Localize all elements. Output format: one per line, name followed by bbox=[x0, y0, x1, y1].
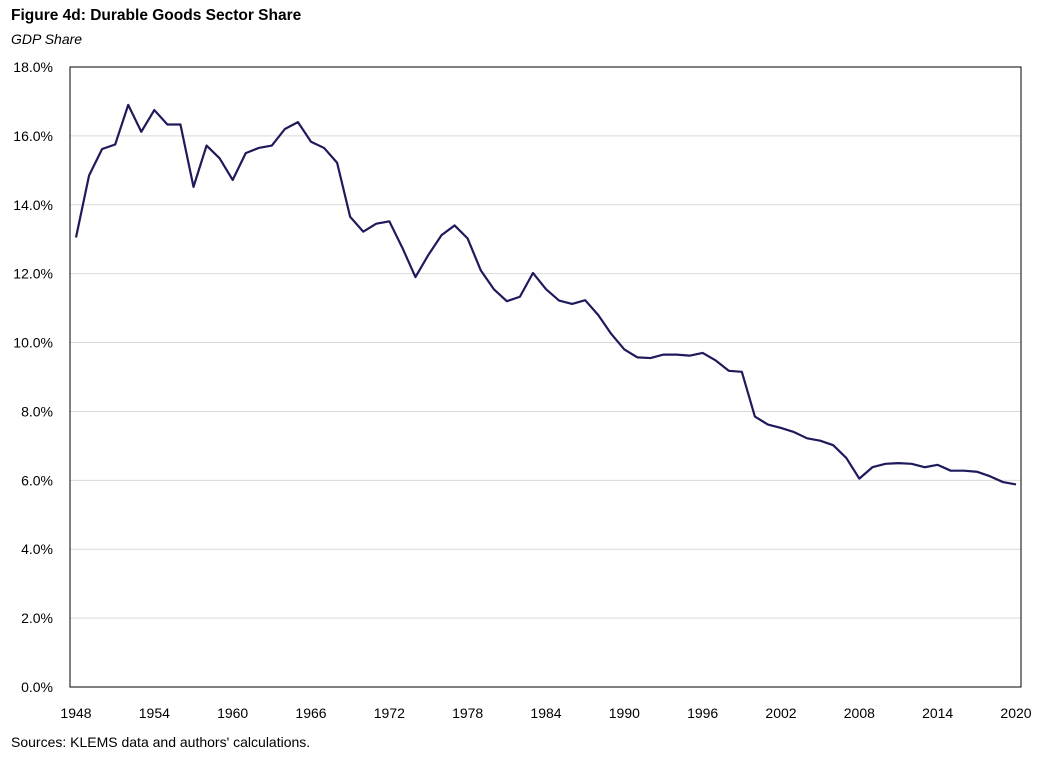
x-tick-label: 1954 bbox=[139, 705, 170, 721]
y-tick-label: 12.0% bbox=[13, 266, 53, 282]
y-tick-label: 14.0% bbox=[13, 197, 53, 213]
y-tick-label: 4.0% bbox=[21, 541, 53, 557]
y-tick-label: 8.0% bbox=[21, 403, 53, 419]
x-tick-label: 1990 bbox=[609, 705, 640, 721]
y-tick-label: 10.0% bbox=[13, 335, 53, 351]
x-tick-label: 1984 bbox=[530, 705, 561, 721]
x-axis-ticks: 1948 1954 1960 1966 1972 1978 1984 1990 1996 2002… bbox=[60, 705, 1031, 721]
y-tick-label: 0.0% bbox=[21, 679, 53, 695]
y-tick-label: 6.0% bbox=[21, 472, 53, 488]
x-tick-label: 1996 bbox=[687, 705, 718, 721]
series-line bbox=[74, 103, 1017, 486]
x-tick-label: 1972 bbox=[374, 705, 405, 721]
y-axis-ticks: 0.0% 2.0% 4.0% 6.0% 8.0% 10.0% 12.0% 14.0% 16.0%… bbox=[13, 59, 53, 695]
x-tick-label: 1966 bbox=[295, 705, 326, 721]
gridlines bbox=[70, 135, 1021, 619]
x-tick-label: 2002 bbox=[765, 705, 796, 721]
x-tick-label: 1960 bbox=[217, 705, 248, 721]
x-tick-label: 2014 bbox=[922, 705, 953, 721]
y-tick-label: 18.0% bbox=[13, 59, 53, 75]
x-tick-label: 2008 bbox=[844, 705, 875, 721]
y-tick-label: 2.0% bbox=[21, 610, 53, 626]
y-tick-label: 16.0% bbox=[13, 128, 53, 144]
chart-subtitle: GDP Share bbox=[11, 31, 83, 47]
source-note: Sources: KLEMS data and authors' calcula… bbox=[11, 734, 311, 750]
x-tick-label: 2020 bbox=[1000, 705, 1031, 721]
chart-title: Figure 4d: Durable Goods Sector Share bbox=[11, 7, 302, 24]
x-tick-label: 1948 bbox=[60, 705, 91, 721]
plot-area-border bbox=[69, 66, 1022, 688]
x-tick-label: 1978 bbox=[452, 705, 483, 721]
